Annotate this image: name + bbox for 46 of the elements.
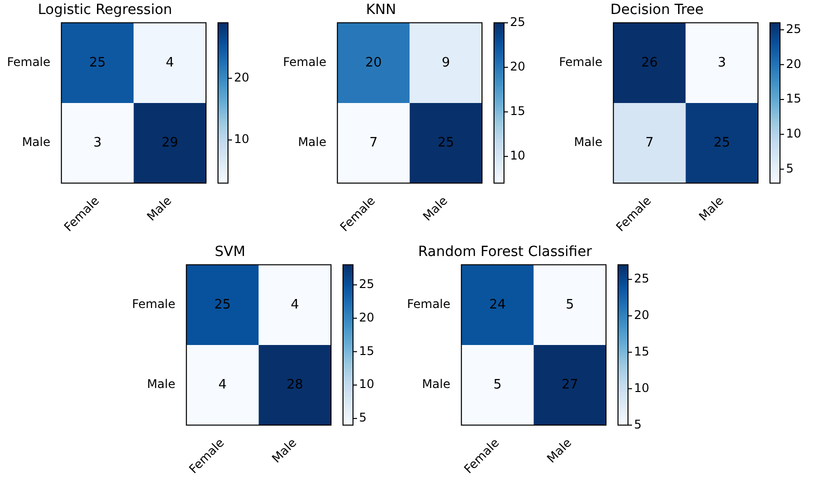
color-bar-label: 10 [786,126,802,140]
color-bar-label: 15 [510,104,526,118]
chart-title: Logistic Regression [38,2,172,18]
color-bar-label: 5 [634,417,642,432]
chart-title: KNN [366,2,396,18]
data-label: 27 [562,377,578,392]
color-bar-label: 25 [786,22,802,36]
data-label: 25 [89,55,106,70]
color-bar-label: 20 [786,56,802,71]
color-bar-label: 5 [359,410,367,425]
color-bar-label: 25 [510,14,526,29]
data-label: 25 [438,135,454,150]
color-bar-label: 20 [359,310,374,324]
color-bar-label: 15 [786,92,802,106]
data-label: 5 [566,297,574,312]
color-bar-label: 25 [634,272,650,286]
chart-title: SVM [214,244,246,260]
color-bar-label: 10 [634,380,650,395]
chart-title: Random Forest Classifier [418,244,592,260]
color-bar-label: 20 [234,70,250,84]
data-label: 29 [162,135,178,150]
color-bar-label: 10 [234,132,250,146]
data-label: 3 [718,55,726,70]
color-bar-label: 15 [634,344,650,358]
data-label: 4 [166,55,174,70]
color-bar-label: 5 [786,161,794,176]
color-bar-label: 10 [510,148,526,163]
data-label: 7 [645,135,654,150]
data-label: 25 [214,297,231,312]
data-label: 9 [442,55,450,70]
color-bar-label: 20 [634,308,650,322]
data-label: 3 [93,135,102,150]
data-label: 28 [286,377,304,392]
data-label: 4 [218,377,227,392]
data-label: 24 [489,297,506,312]
color-bar-label: 25 [359,276,374,291]
data-label: 26 [641,55,658,70]
chart-title: Decision Tree [610,2,704,18]
data-label: 25 [714,135,730,150]
data-label: 7 [369,135,378,150]
data-label: 20 [365,55,382,70]
data-label: 4 [290,297,299,312]
color-bar-label: 15 [359,344,374,358]
color-bar-label: 10 [359,377,374,392]
color-bar-label: 20 [510,59,526,74]
data-label: 5 [493,377,502,392]
